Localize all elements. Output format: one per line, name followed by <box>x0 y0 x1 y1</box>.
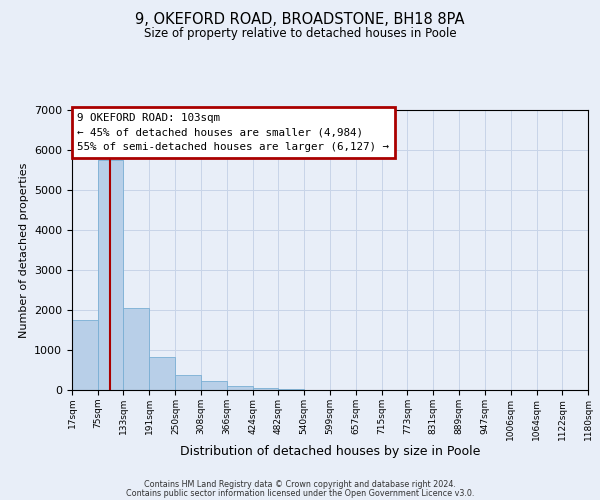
Bar <box>175 375 201 390</box>
Text: 9 OKEFORD ROAD: 103sqm
← 45% of detached houses are smaller (4,984)
55% of semi-: 9 OKEFORD ROAD: 103sqm ← 45% of detached… <box>77 113 389 152</box>
Text: Size of property relative to detached houses in Poole: Size of property relative to detached ho… <box>143 28 457 40</box>
Bar <box>278 389 304 390</box>
Bar <box>227 386 253 390</box>
Y-axis label: Number of detached properties: Number of detached properties <box>19 162 29 338</box>
Text: Contains HM Land Registry data © Crown copyright and database right 2024.: Contains HM Land Registry data © Crown c… <box>144 480 456 489</box>
Bar <box>253 388 278 390</box>
Text: Contains public sector information licensed under the Open Government Licence v3: Contains public sector information licen… <box>126 489 474 498</box>
Bar <box>149 357 175 390</box>
Bar <box>98 160 124 390</box>
Bar <box>72 320 98 390</box>
X-axis label: Distribution of detached houses by size in Poole: Distribution of detached houses by size … <box>180 446 480 458</box>
Bar <box>124 308 149 390</box>
Bar <box>201 381 227 390</box>
Text: 9, OKEFORD ROAD, BROADSTONE, BH18 8PA: 9, OKEFORD ROAD, BROADSTONE, BH18 8PA <box>135 12 465 28</box>
